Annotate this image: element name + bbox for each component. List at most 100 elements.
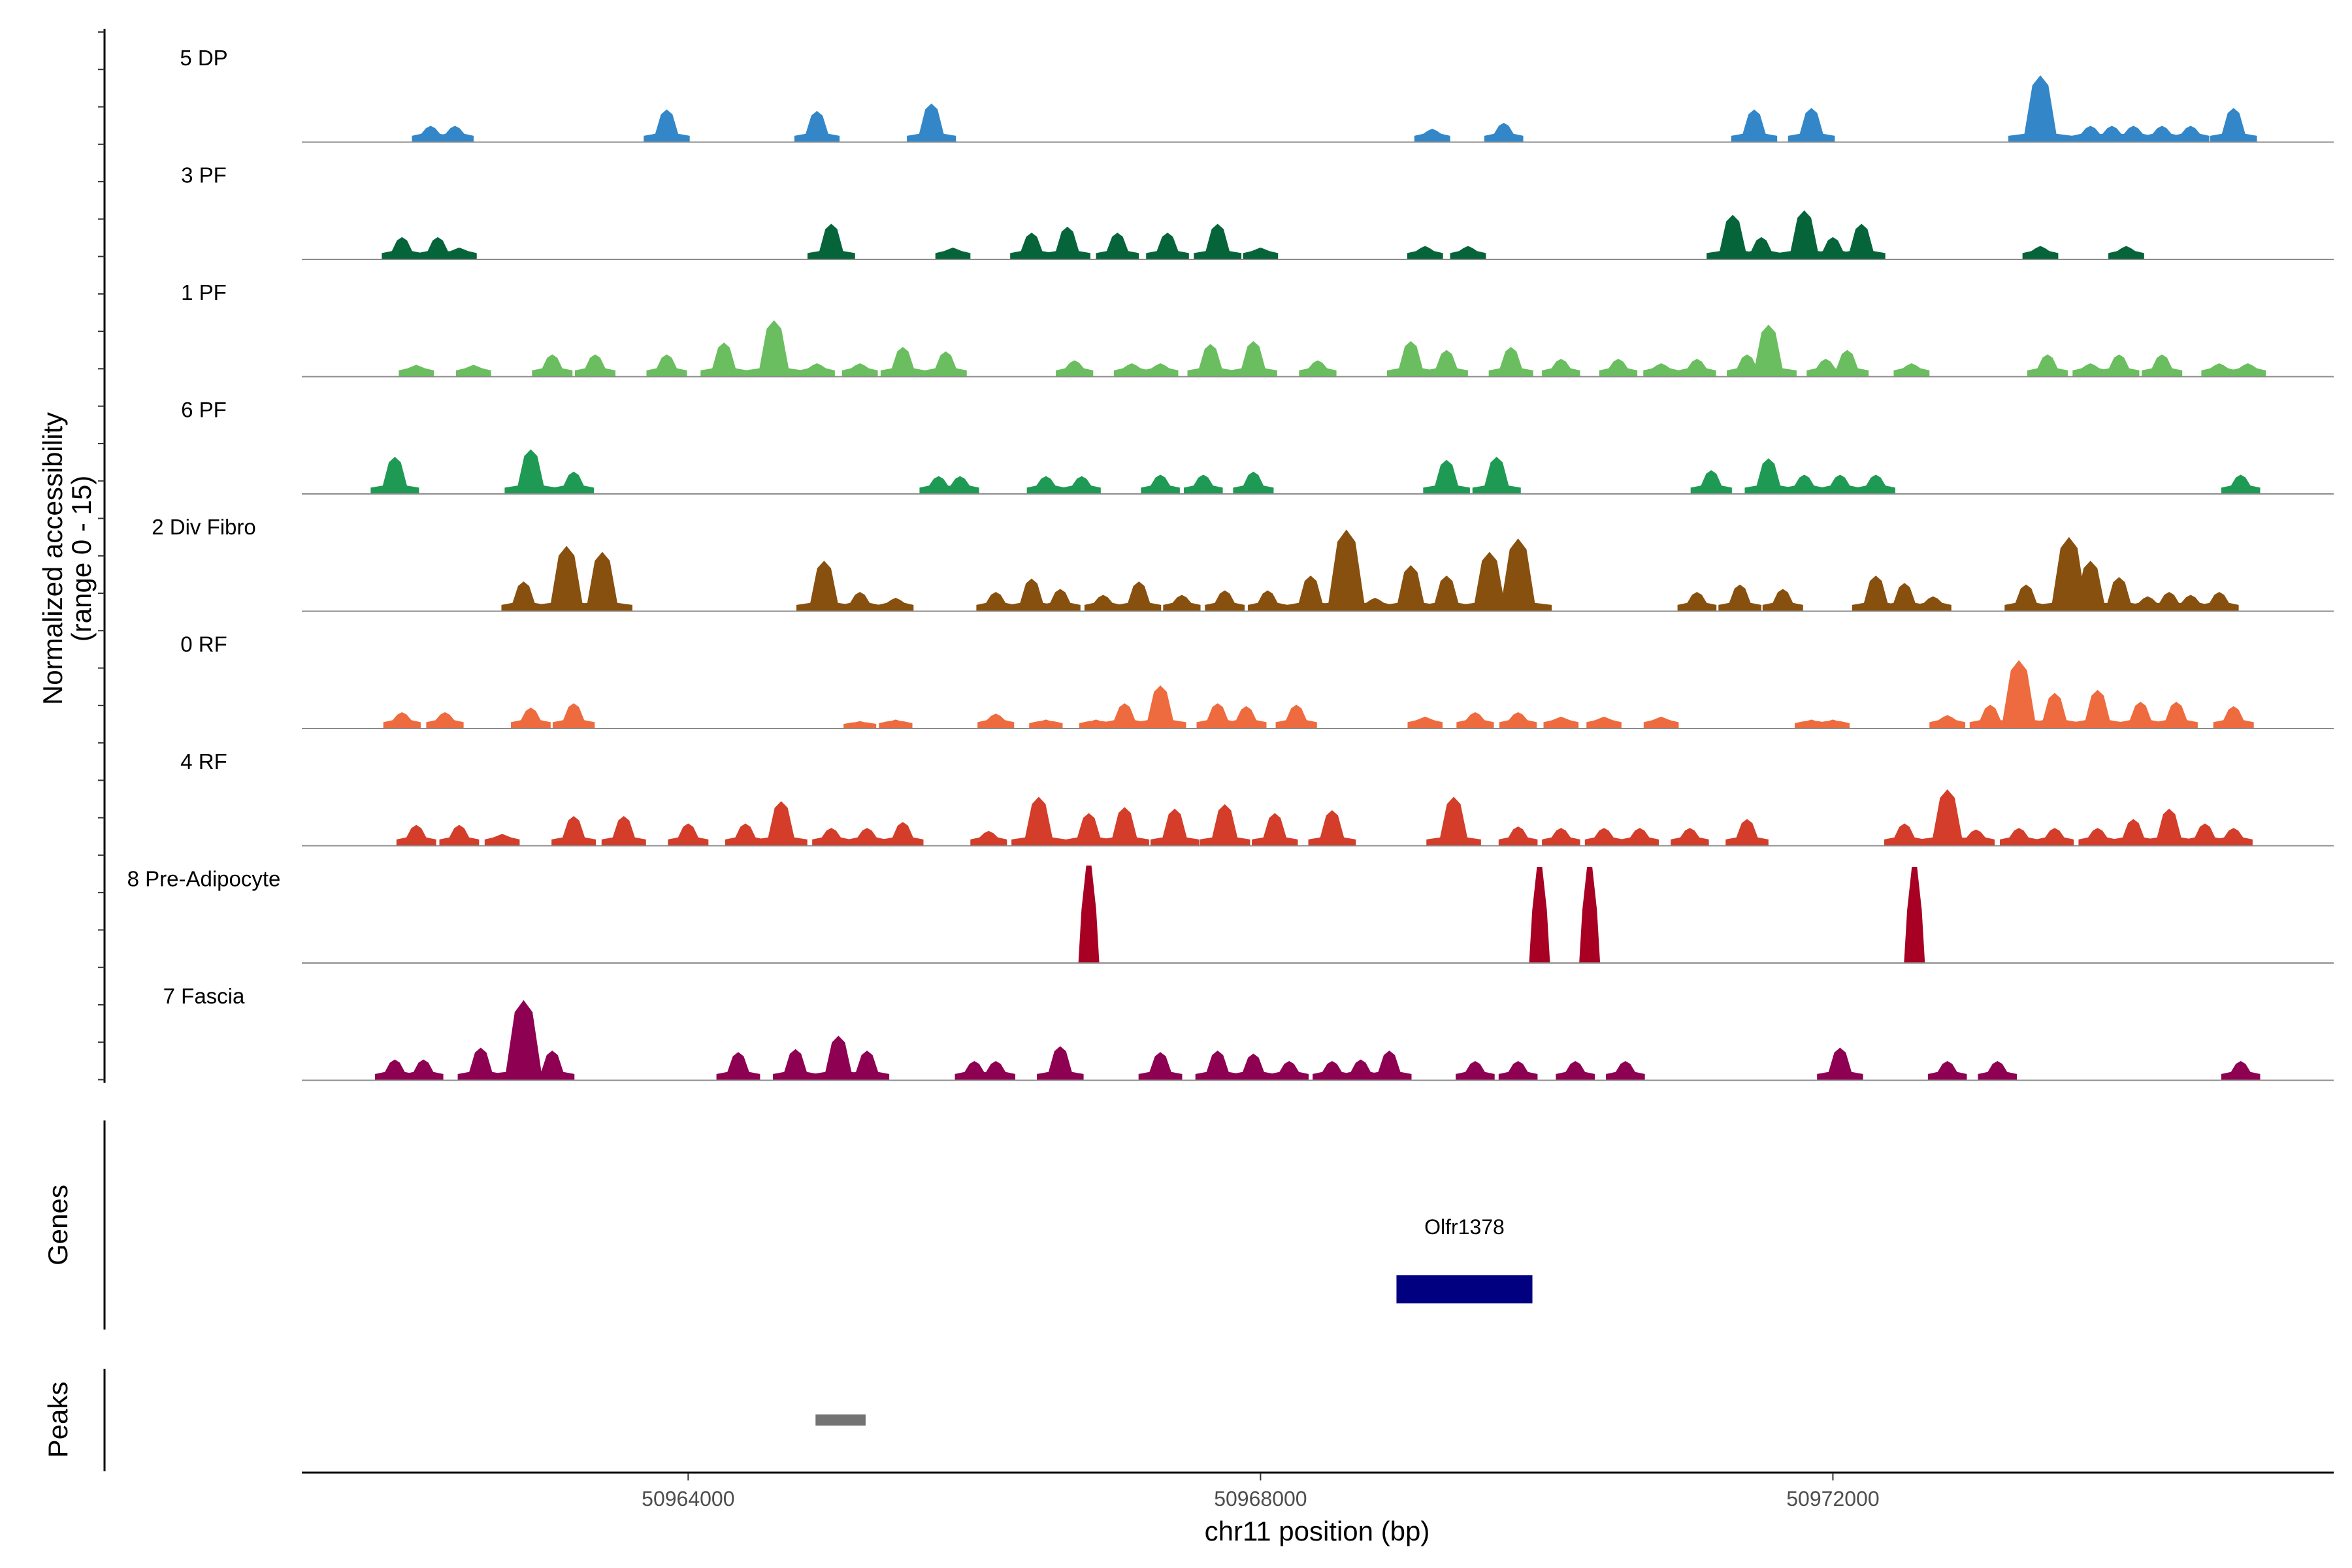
coverage-peak	[1275, 704, 1317, 728]
coverage-peak	[1100, 807, 1149, 846]
track-7-fascia: 7 Fascia	[163, 984, 2334, 1081]
coverage-peak	[1407, 716, 1443, 728]
y-axis-title: Normalized accessibility(range 0 - 15)	[37, 412, 97, 705]
coverage-peak	[1740, 324, 1797, 377]
coverage-peak	[1579, 866, 1601, 963]
coverage-peak	[1138, 1052, 1183, 1081]
coverage-peak	[1543, 716, 1579, 728]
coverage-peak	[799, 363, 835, 377]
coverage-peak	[383, 711, 421, 728]
coverage-peak	[1918, 789, 1977, 846]
track-5-dp: 5 DP	[180, 46, 2334, 143]
coverage-peak	[2108, 246, 2144, 259]
coverage-peak	[1606, 1060, 1645, 1081]
coverage-peak	[2143, 125, 2181, 142]
coverage-peak	[1456, 1060, 1495, 1081]
coverage-peak	[442, 247, 477, 259]
coverage-peak	[1498, 826, 1538, 846]
coverage-peak	[2004, 584, 2048, 612]
coverage-peak	[1788, 108, 1835, 142]
coverage-peak	[1163, 595, 1201, 612]
coverage-peak	[1472, 457, 1521, 494]
track-label: 7 Fascia	[163, 984, 245, 1008]
coverage-peak	[807, 223, 855, 259]
track-label: 3 PF	[181, 163, 227, 188]
genes-track: Genes Olfr1378	[42, 1120, 1533, 1330]
coverage-peak	[2099, 354, 2140, 377]
coverage-peak	[2214, 828, 2253, 846]
track-label: 4 RF	[180, 749, 227, 774]
coverage-peak	[2155, 702, 2198, 728]
coverage-tracks: 5 DP 3 PF 1 PF 6 PF 2 Div Fibro 0 RF 4 RF 8 Pre…	[127, 46, 2334, 1081]
coverage-peak	[2114, 125, 2152, 142]
coverage-peak	[370, 457, 419, 494]
coverage-peak	[572, 551, 632, 612]
coverage-peak	[1740, 237, 1782, 259]
coverage-peak	[1084, 595, 1122, 612]
coverage-peak	[382, 237, 423, 259]
coverage-peak	[1205, 590, 1245, 612]
coverage-peak	[1837, 223, 1886, 259]
coverage-peak	[644, 109, 690, 142]
coverage-peak	[2008, 75, 2073, 142]
coverage-peak	[1194, 223, 1242, 259]
track-4-rf: 4 RF	[180, 749, 2334, 847]
track-label: 5 DP	[180, 46, 227, 70]
x-tick-label: 50972000	[1786, 1487, 1879, 1511]
track-label: 1 PF	[181, 280, 227, 304]
track-0-rf: 0 RF	[180, 632, 2334, 729]
coverage-peak	[1230, 340, 1277, 377]
coverage-peak	[2221, 474, 2261, 494]
track-8-pre-adipocyte: 8 Pre-Adipocyte	[127, 865, 2334, 964]
peaks-track: Peaks	[42, 1369, 866, 1471]
coverage-peak	[1195, 1051, 1240, 1081]
coverage-peak	[970, 830, 1007, 846]
coverage-peak	[532, 354, 573, 377]
coverage-peak	[1671, 828, 1709, 846]
coverage-peak	[1142, 363, 1179, 377]
coverage-peak	[1113, 363, 1150, 377]
coverage-peak	[2142, 354, 2183, 377]
coverage-peak	[1914, 596, 1952, 612]
coverage-peak	[2034, 536, 2103, 612]
coverage-peak	[2230, 363, 2266, 377]
coverage-peak	[1367, 1051, 1412, 1081]
coverage-peak	[2027, 354, 2068, 377]
coverage-peak	[1232, 1053, 1275, 1081]
coverage-peak	[1643, 716, 1679, 728]
coverage-peak	[488, 1000, 559, 1081]
coverage-peak	[1484, 538, 1552, 612]
coverage-peak	[977, 713, 1015, 728]
coverage-peak	[1384, 565, 1437, 612]
coverage-peak	[1556, 1060, 1595, 1081]
coverage-peak	[1459, 551, 1520, 612]
coverage-peak	[1357, 598, 1394, 612]
coverage-peak	[1414, 129, 1450, 142]
coverage-peak	[1620, 828, 1659, 846]
coverage-peak	[1718, 584, 1761, 612]
coverage-peak	[646, 354, 687, 377]
coverage-peak	[1233, 471, 1274, 494]
coverage-peak	[2213, 706, 2254, 728]
coverage-peak	[935, 247, 971, 259]
coverage-peak	[426, 711, 464, 728]
coverage-peak	[1422, 575, 1471, 612]
coverage-peak	[877, 598, 914, 612]
coverage-peak	[879, 719, 913, 728]
coverage-peak	[1825, 350, 1869, 377]
coverage-peak	[1725, 819, 1769, 846]
coverage-peak	[1678, 359, 1716, 377]
coverage-peak	[457, 1047, 504, 1081]
coverage-peak	[1096, 233, 1139, 259]
x-axis-title: chr11 position (bp)	[1205, 1516, 1430, 1546]
coverage-peak	[1183, 474, 1223, 494]
coverage-peak	[772, 1049, 819, 1081]
track-label: 0 RF	[180, 632, 227, 657]
coverage-peak	[1731, 109, 1778, 142]
coverage-peak	[2035, 828, 2074, 846]
coverage-peak	[1247, 590, 1288, 612]
coverage-peak	[1423, 459, 1470, 494]
coverage-peak	[1882, 583, 1927, 612]
coverage-peak	[484, 834, 520, 846]
